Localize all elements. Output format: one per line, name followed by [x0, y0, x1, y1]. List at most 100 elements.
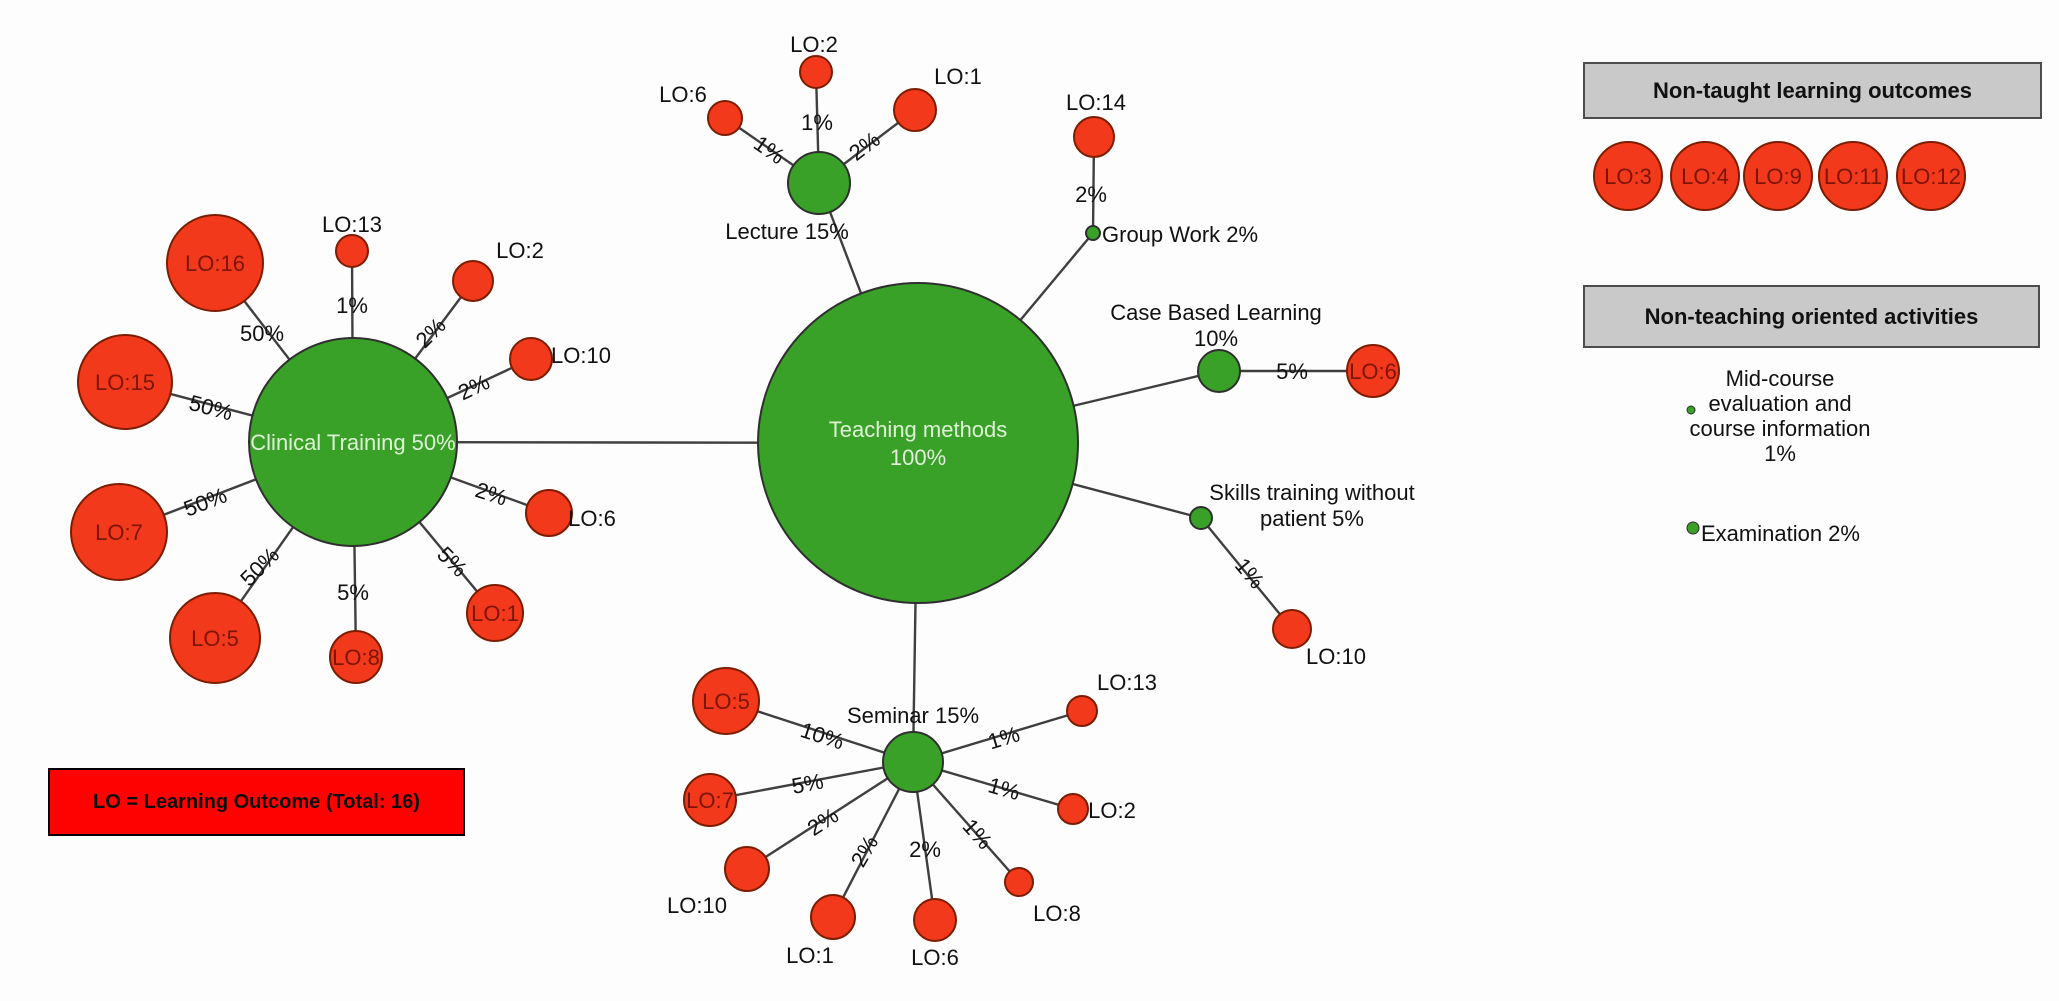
mid-course-line-3: course information: [1689, 416, 1871, 441]
edge-label-seminar--seminar-lo1: 2%: [846, 831, 884, 871]
edge-label-clinical-training--clinical-lo15: 50%: [186, 390, 235, 426]
legend-non-teaching-title: Non-teaching oriented activities: [1644, 303, 1979, 329]
labels: LO:3 LO:4 LO:9 LO:11 LO:1250%1%2%2%50%50%50%…: [95, 32, 1961, 970]
mid-course-evaluation-item: Mid-course evaluation and course informa…: [1655, 366, 1905, 466]
node-label-teaching-methods: Teaching methods: [829, 417, 1008, 442]
node-label-clinical-lo8: LO:8: [332, 645, 380, 670]
node-label-clinical-lo13: LO:13: [322, 212, 382, 237]
node-label-clinical-training: Clinical Training 50%: [250, 430, 455, 455]
mid-course-line-1: Mid-course: [1725, 366, 1835, 391]
legend-non-taught-header: Non-taught learning outcomes: [1583, 62, 2042, 119]
outcome-circle-seminar-lo8: [1004, 867, 1034, 897]
legend-non-teaching-header: Non-teaching oriented activities: [1583, 285, 2040, 348]
outcome-circle-seminar-lo7: [683, 773, 737, 827]
node-label-group-work: Group Work 2%: [1102, 222, 1258, 247]
edge-seminar--seminar-lo10: [746, 760, 914, 871]
edge-label-clinical-training--clinical-lo6: 2%: [472, 477, 510, 511]
node-label-skills-lo10: LO:10: [1306, 644, 1366, 669]
hub-circle-clinical-training: [248, 337, 458, 547]
mid-course-dot: [1686, 405, 1696, 415]
legend-outcome-circle-2: [1743, 141, 1813, 211]
node-label-seminar-lo2: LO:2: [1088, 798, 1136, 823]
hub-circle-case-based-learning: [1197, 349, 1241, 393]
node-label-clinical-lo1: LO:1: [471, 601, 519, 626]
node-label-clinical-lo7: LO:7: [95, 520, 143, 545]
outcome-circle-lecture-lo6: [707, 100, 743, 136]
hub-circle-skills-training: [1189, 506, 1213, 530]
lo-abbreviation-label: LO = Learning Outcome (Total: 16): [93, 790, 420, 813]
node-label-seminar-lo13: LO:13: [1097, 670, 1157, 695]
outcome-circle-cbl-lo6: [1346, 344, 1400, 398]
outcome-circle-clinical-lo13: [335, 234, 369, 268]
legend-outcome-circle-1: [1670, 141, 1740, 211]
node-label-clinical-lo10: LO:10: [551, 343, 611, 368]
edge-label-seminar--seminar-lo6: 2%: [909, 837, 941, 862]
outcome-circle-seminar-lo1: [810, 894, 856, 940]
node-label-seminar-lo8: LO:8: [1033, 901, 1081, 926]
examination-item: Examination 2%: [1701, 521, 1860, 546]
legend-outcome-label-1: LO:4: [1681, 164, 1729, 189]
edge-label-clinical-training--clinical-lo13: 1%: [336, 293, 368, 318]
legend-outcome-circle-3: [1818, 141, 1888, 211]
node-label-cbl-lo6: LO:6: [1349, 359, 1397, 384]
outcome-circle-clinical-lo2: [452, 260, 494, 302]
edge-label-seminar--seminar-lo10: 2%: [803, 803, 843, 841]
outcome-circle-clinical-lo8: [329, 630, 383, 684]
edge-label-clinical-training--clinical-lo10: 2%: [454, 369, 493, 405]
outcome-circle-clinical-lo5: [169, 592, 261, 684]
edge-label-group-work--group-work-lo14: 2%: [1075, 182, 1107, 207]
outcome-circle-seminar-lo10: [724, 846, 770, 892]
edge-label-seminar--seminar-lo2: 1%: [985, 772, 1022, 805]
edge-label-clinical-training--clinical-lo8: 5%: [337, 580, 369, 605]
outcome-circle-clinical-lo15: [77, 334, 173, 430]
mid-course-line-2: evaluation and: [1708, 391, 1852, 416]
edge-label-seminar--seminar-lo5: 10%: [798, 717, 848, 754]
outcome-circle-lecture-lo1: [893, 88, 937, 132]
outcome-circle-skills-lo10: [1272, 609, 1312, 649]
node-label-group-work-lo14: LO:14: [1066, 90, 1126, 115]
node-label-seminar-lo5: LO:5: [702, 689, 750, 714]
node-label-case-based-learning: 10%: [1194, 326, 1238, 351]
hub-circle-teaching-methods: [757, 282, 1079, 604]
outcome-circle-clinical-lo1: [466, 584, 524, 642]
outcome-circle-clinical-lo6: [525, 489, 573, 537]
node-label-teaching-methods: 100%: [890, 445, 946, 470]
outcome-circle-seminar-lo2: [1057, 793, 1089, 825]
node-circles: [70, 55, 1966, 942]
edge-skills-training--skills-lo10: [1200, 517, 1293, 630]
edge-label-clinical-training--clinical-lo1: 5%: [432, 542, 472, 582]
node-label-lecture-lo2: LO:2: [790, 32, 838, 57]
legend-outcome-circle-4: [1896, 141, 1966, 211]
edge-label-lecture--lecture-lo2: 1%: [801, 110, 833, 135]
outcome-circle-group-work-lo14: [1073, 116, 1115, 158]
node-label-seminar-lo10: LO:10: [667, 893, 727, 918]
mid-course-line-4: 1%: [1764, 441, 1796, 466]
legend-non-taught-title: Non-taught learning outcomes: [1653, 77, 1972, 103]
edge-label-case-based-learning--cbl-lo6: 5%: [1276, 359, 1308, 384]
legend-outcome-label-4: LO:12: [1901, 164, 1961, 189]
hub-circle-seminar: [882, 731, 944, 793]
outcome-circle-seminar-lo5: [692, 667, 760, 735]
node-label-seminar-lo6: LO:6: [911, 945, 959, 970]
edge-label-clinical-training--clinical-lo16: 50%: [240, 321, 284, 346]
node-label-clinical-lo5: LO:5: [191, 626, 239, 651]
node-label-lecture-lo6: LO:6: [659, 82, 707, 107]
examination-dot: [1686, 521, 1700, 535]
node-label-clinical-lo6: LO:6: [568, 506, 616, 531]
examination-label: Examination 2%: [1701, 521, 1860, 546]
hub-circle-lecture: [787, 151, 851, 215]
node-label-seminar-lo1: LO:1: [786, 943, 834, 968]
edge-seminar--seminar-lo7: [709, 760, 914, 802]
node-label-lecture: Lecture 15%: [725, 219, 849, 244]
outcome-circle-seminar-lo13: [1066, 695, 1098, 727]
hub-circle-group-work: [1085, 225, 1101, 241]
edge-label-seminar--seminar-lo13: 1%: [985, 721, 1023, 754]
legend-outcome-label-0: LO:3: [1604, 164, 1652, 189]
legend-outcome-circle-0: [1593, 141, 1663, 211]
node-label-case-based-learning: Case Based Learning: [1110, 300, 1322, 325]
edge-label-seminar--seminar-lo7: 5%: [790, 768, 826, 799]
outcome-circle-clinical-lo10: [509, 337, 553, 381]
lo-abbreviation-box: LO = Learning Outcome (Total: 16): [48, 768, 465, 836]
